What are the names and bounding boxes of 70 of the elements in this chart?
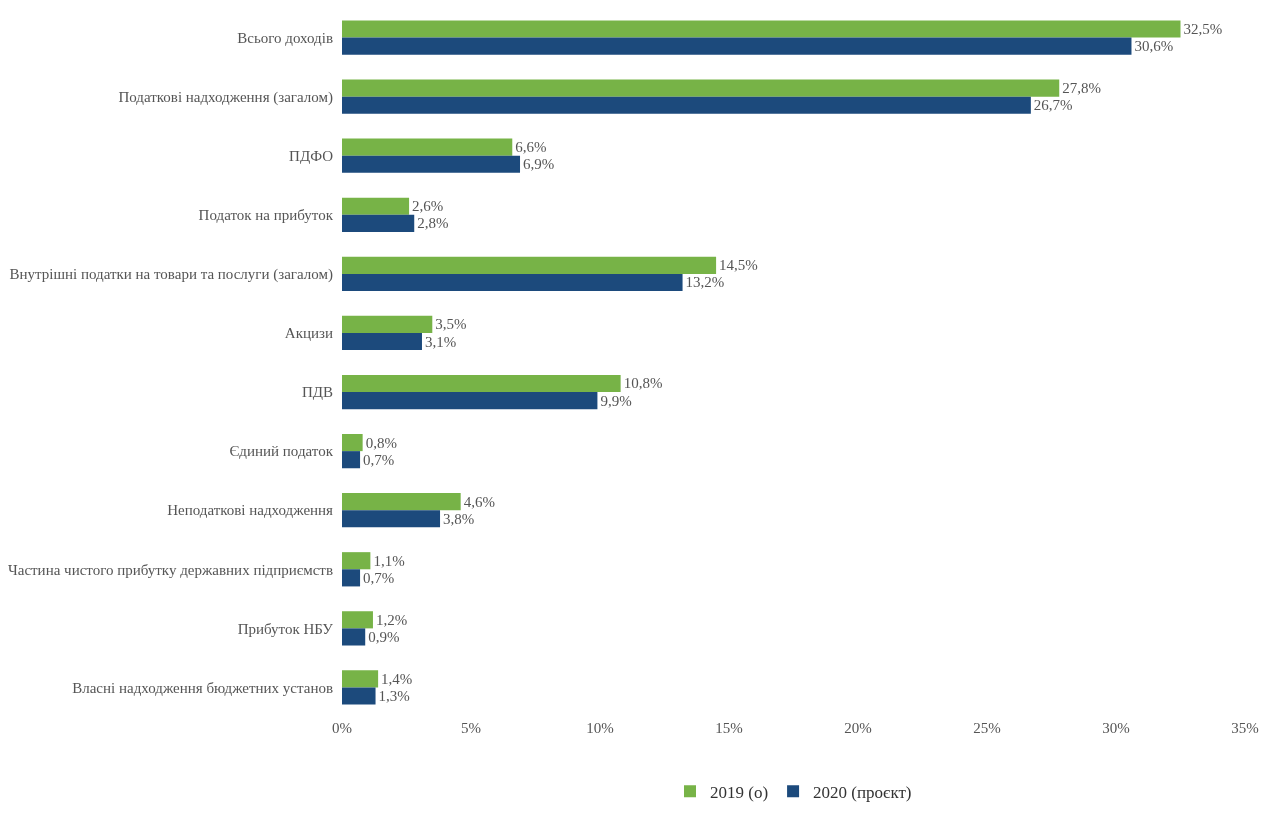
bar xyxy=(342,687,376,705)
y-tick-label: Прибуток НБУ xyxy=(237,620,334,637)
data-label: 26,7% xyxy=(1033,97,1073,114)
bar xyxy=(342,273,683,292)
y-tick-label: Власні надходження бюджетних установ xyxy=(72,679,333,696)
data-label: 0,9% xyxy=(368,628,400,645)
x-tick-label: 5% xyxy=(461,720,481,736)
data-label: 13,2% xyxy=(685,274,725,291)
y-tick-label: Неподаткові надходження xyxy=(167,502,334,519)
legend-label: 2019 (о) xyxy=(710,782,769,802)
bar xyxy=(342,37,1132,55)
bar xyxy=(342,451,361,469)
data-label: 3,1% xyxy=(424,333,457,350)
bar xyxy=(342,96,1031,114)
data-label: 0,8% xyxy=(365,434,397,451)
data-label: 3,5% xyxy=(435,316,467,333)
y-tick-label: Внутрішні податки на товари та послуги (загалом) xyxy=(9,266,333,284)
bar xyxy=(342,79,1060,97)
data-label: 2,8% xyxy=(417,215,449,232)
data-label: 30,6% xyxy=(1134,38,1174,55)
y-tick-label: Акцизи xyxy=(284,325,333,342)
data-label: 1,2% xyxy=(375,611,408,628)
bar xyxy=(342,256,717,274)
x-tick-label: 0% xyxy=(332,720,352,736)
bar xyxy=(342,20,1181,38)
x-tick-label: 15% xyxy=(715,720,743,736)
data-label: 6,9% xyxy=(523,156,555,173)
data-label: 1,1% xyxy=(373,552,405,569)
legend-label: 2020 (проєкт) xyxy=(813,782,912,802)
data-label: 9,9% xyxy=(600,392,632,409)
y-tick-label: ПДВ xyxy=(301,384,333,401)
bar xyxy=(342,510,441,528)
data-label: 0,7% xyxy=(363,569,395,586)
bar xyxy=(342,392,598,410)
bar xyxy=(342,611,373,629)
bar xyxy=(342,197,410,215)
bar xyxy=(342,569,361,587)
data-label: 4,6% xyxy=(463,493,495,510)
bar xyxy=(342,552,371,570)
bar xyxy=(342,670,379,688)
y-tick-label: ПДФО xyxy=(289,147,334,164)
data-label: 10,8% xyxy=(623,375,663,392)
data-label: 1,4% xyxy=(381,670,413,687)
y-tick-label: Податкові надходження (загалом) xyxy=(118,88,333,106)
x-tick-label: 20% xyxy=(844,720,872,736)
bar xyxy=(342,628,366,646)
bar xyxy=(342,374,621,393)
y-tick-label: Податок на прибуток xyxy=(198,207,334,224)
data-label: 32,5% xyxy=(1183,20,1223,37)
y-tick-label: Всього доходів xyxy=(237,29,333,46)
bar xyxy=(342,155,521,173)
data-label: 2,6% xyxy=(412,198,444,215)
data-label: 1,3% xyxy=(378,688,410,705)
bar xyxy=(342,315,433,333)
data-label: 0,7% xyxy=(363,451,395,468)
y-tick-label: Частина чистого прибутку державних підприємств xyxy=(8,561,333,578)
bar xyxy=(342,138,513,156)
x-tick-label: 25% xyxy=(973,720,1001,736)
data-label: 27,8% xyxy=(1062,80,1101,97)
bar xyxy=(342,214,415,232)
bar xyxy=(342,433,363,452)
data-label: 14,5% xyxy=(719,257,758,274)
x-tick-label: 30% xyxy=(1102,720,1130,736)
bar xyxy=(342,493,461,511)
data-label: 6,6% xyxy=(515,139,547,156)
x-tick-label: 35% xyxy=(1231,720,1259,736)
data-label: 3,8% xyxy=(443,510,475,527)
y-tick-label: Єдиний податок xyxy=(229,443,334,460)
bar xyxy=(342,332,422,351)
x-tick-label: 10% xyxy=(586,720,614,736)
